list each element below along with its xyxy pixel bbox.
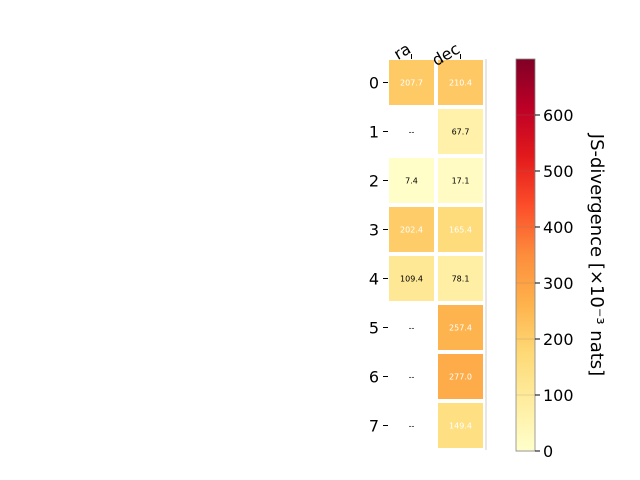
cell-value-label: 149.4 <box>449 422 472 431</box>
row-label: 1 <box>369 123 379 142</box>
column-label: ra <box>390 39 414 64</box>
cell-value-label: 210.4 <box>449 79 472 88</box>
cell-value-label: 78.1 <box>452 275 470 284</box>
missing-value-label: -- <box>409 373 415 382</box>
row-label: 2 <box>369 172 379 191</box>
cell-value-label: 67.7 <box>452 128 470 137</box>
heatmap-cell <box>389 207 434 252</box>
heatmap-cell <box>389 60 434 105</box>
cell-value-label: 17.1 <box>452 177 470 186</box>
row-label: 6 <box>369 368 379 387</box>
row-label: 5 <box>369 319 379 338</box>
colorbar-tick-label: 200 <box>543 330 574 349</box>
heatmap-cell <box>438 207 483 252</box>
colorbar-tick-label: 500 <box>543 162 574 181</box>
heatmap-cell <box>438 158 483 203</box>
colorbar-tick-label: 400 <box>543 218 574 237</box>
heatmap-cell <box>389 158 434 203</box>
row-label: 3 <box>369 221 379 240</box>
heatmap-cell <box>389 256 434 301</box>
heatmap-cell <box>438 403 483 448</box>
cell-value-label: 165.4 <box>449 226 472 235</box>
row-label: 7 <box>369 417 379 436</box>
heatmap-cell <box>438 354 483 399</box>
heatmap-cell <box>438 60 483 105</box>
row-label: 4 <box>369 270 379 289</box>
colorbar-tick-label: 600 <box>543 106 574 125</box>
colorbar-tick-label: 0 <box>543 442 553 461</box>
missing-value-label: -- <box>409 324 415 333</box>
missing-value-label: -- <box>409 422 415 431</box>
cell-value-label: 109.4 <box>400 275 423 284</box>
colorbar-tick-label: 300 <box>543 274 574 293</box>
missing-value-label: -- <box>409 128 415 137</box>
colorbar-tick-label: 100 <box>543 386 574 405</box>
colorbar: 0 100 200 300 400 500 600 JS-divergence [×10⁻³ … <box>515 58 607 461</box>
cell-value-label: 257.4 <box>449 324 472 333</box>
cell-value-label: 277.0 <box>449 373 472 382</box>
heatmap-cell <box>438 305 483 350</box>
colorbar-label: JS-divergence [×10⁻³ nats] <box>586 133 607 376</box>
heatmap-area: 207.7 210.4 0 -- 67.7 1 7.4 17.1 2 202.4 165.4 3 109… <box>369 39 487 450</box>
heatmap-cell <box>438 109 483 154</box>
colorbar-bar <box>515 58 536 452</box>
heatmap-cell <box>438 256 483 301</box>
cell-value-label: 207.7 <box>400 79 423 88</box>
row-label: 0 <box>369 74 379 93</box>
cell-value-label: 7.4 <box>405 177 418 186</box>
cell-value-label: 202.4 <box>400 226 423 235</box>
